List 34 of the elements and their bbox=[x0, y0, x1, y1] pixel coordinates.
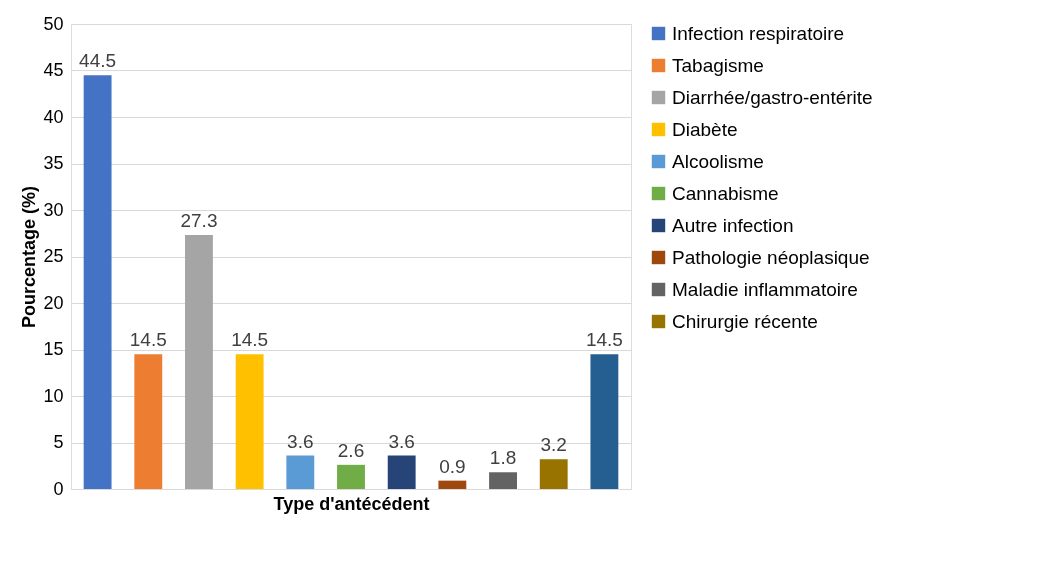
y-tick-label: 30 bbox=[43, 199, 64, 220]
y-tick-label: 40 bbox=[43, 106, 64, 127]
legend-label: Autre infection bbox=[672, 214, 794, 236]
y-tick-label: 5 bbox=[53, 432, 64, 452]
y-tick-label: 0 bbox=[53, 478, 64, 499]
data-label: 3.6 bbox=[287, 430, 314, 452]
y-tick-label: 10 bbox=[43, 385, 64, 406]
y-tick-label: 50 bbox=[43, 13, 64, 34]
y-tick-label: 45 bbox=[43, 60, 64, 80]
legend-label: Chirurgie récente bbox=[672, 310, 818, 332]
legend-label: Cannabisme bbox=[672, 182, 779, 204]
y-axis-title: Pourcentage (%) bbox=[19, 185, 40, 329]
legend-label: Diarrhée/gastro-entérite bbox=[672, 86, 873, 108]
data-label: 0.9 bbox=[439, 455, 466, 477]
y-tick-label: 35 bbox=[43, 153, 64, 173]
data-label: 1.8 bbox=[489, 447, 517, 469]
legend-label: Pathologie néoplasique bbox=[672, 246, 870, 268]
data-label: 2.6 bbox=[337, 439, 365, 461]
data-label: 14.5 bbox=[231, 329, 269, 351]
data-label: 44.5 bbox=[79, 50, 117, 72]
y-tick-label: 20 bbox=[43, 292, 64, 313]
data-label: 3.6 bbox=[388, 430, 415, 452]
legend-label: Infection respiratoire bbox=[672, 22, 845, 44]
data-label: 3.2 bbox=[540, 434, 567, 456]
legend-label: Alcoolisme bbox=[672, 150, 764, 172]
data-label: 14.5 bbox=[129, 329, 167, 351]
legend-label: Maladie inflammatoire bbox=[672, 278, 858, 300]
y-tick-label: 15 bbox=[43, 339, 64, 359]
x-axis-title: Type d'antécédent bbox=[273, 493, 430, 514]
data-label: 27.3 bbox=[180, 210, 218, 232]
data-label: 14.5 bbox=[585, 329, 623, 351]
legend-label: Diabète bbox=[672, 118, 738, 140]
y-tick-label: 25 bbox=[43, 246, 64, 266]
legend-label: Tabagisme bbox=[672, 54, 764, 76]
